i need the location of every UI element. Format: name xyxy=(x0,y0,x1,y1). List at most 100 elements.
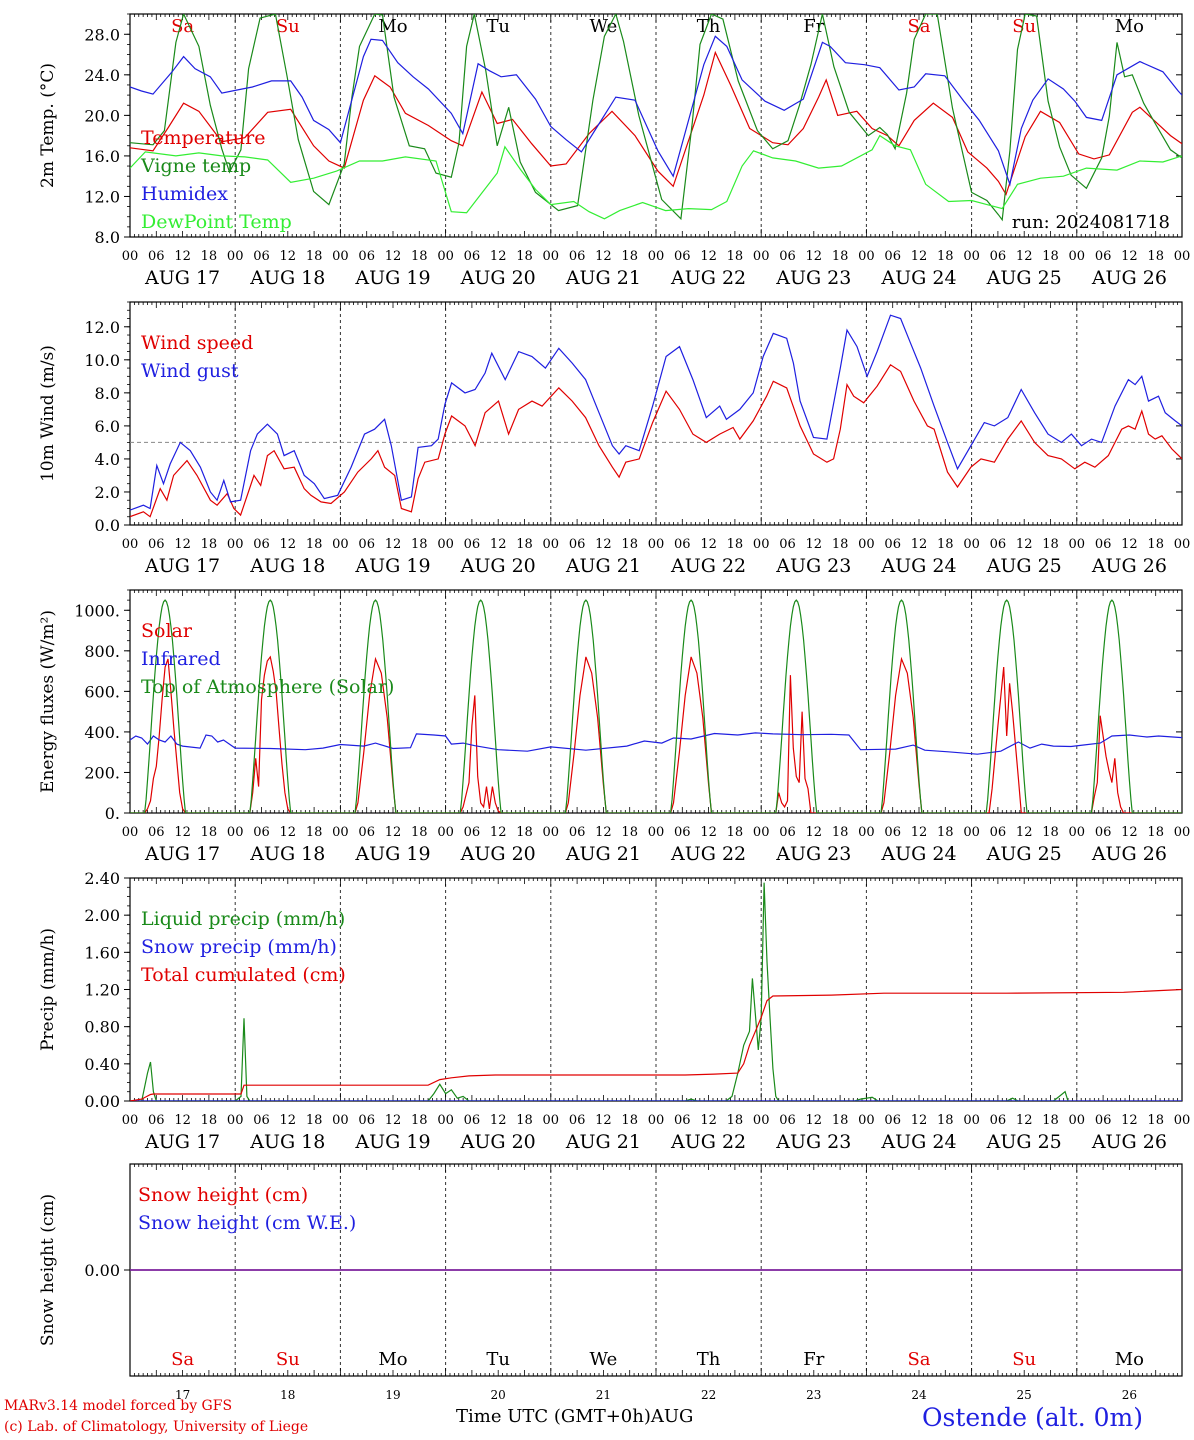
x-date-label: AUG 25 xyxy=(986,267,1062,289)
weekday-label: Sa xyxy=(907,16,930,37)
x-hour-label: 12 xyxy=(280,537,297,552)
y-tick-label: 1000. xyxy=(74,601,120,620)
weekday-label: Sa xyxy=(907,1349,930,1370)
x-hour-label: 06 xyxy=(148,1113,165,1128)
day-number-label: 21 xyxy=(596,1388,611,1402)
x-hour-label: 06 xyxy=(990,537,1007,552)
x-date-label: AUG 17 xyxy=(144,267,220,289)
x-hour-label: 06 xyxy=(990,825,1007,840)
x-hour-label: 06 xyxy=(253,537,270,552)
x-hour-label: 18 xyxy=(201,1113,218,1128)
legend-entry: Liquid precip (mm/h) xyxy=(141,908,345,930)
x-hour-label: 06 xyxy=(569,825,586,840)
y-axis-title: Precip (mm/h) xyxy=(38,928,58,1051)
x-hour-label: 12 xyxy=(280,825,297,840)
x-hour-label: 06 xyxy=(990,249,1007,264)
x-hour-label: 00 xyxy=(1174,825,1191,840)
y-tick-label: 0.80 xyxy=(84,1018,120,1037)
y-tick-label: 1.20 xyxy=(84,981,120,1000)
legend-entry: DewPoint Temp xyxy=(141,211,292,233)
x-hour-label: 00 xyxy=(858,1113,875,1128)
x-hour-label: 12 xyxy=(385,825,402,840)
panel-2: 0.0 2.0 4.0 6.0 8.0 10.0 12.0 10m Wind (m/s) 00 0… xyxy=(38,301,1190,577)
x-hour-label: 06 xyxy=(464,249,481,264)
x-hour-label: 18 xyxy=(411,825,428,840)
x-hour-label: 12 xyxy=(1016,1113,1033,1128)
x-hour-label: 06 xyxy=(148,249,165,264)
x-hour-label: 00 xyxy=(963,249,980,264)
x-hour-label: 18 xyxy=(1147,1113,1164,1128)
run-annotation: run: 2024081718 xyxy=(1012,212,1170,233)
x-hour-label: 06 xyxy=(674,1113,691,1128)
x-hour-label: 12 xyxy=(700,249,717,264)
x-date-label: AUG 23 xyxy=(775,1131,851,1153)
x-hour-label: 12 xyxy=(174,537,191,552)
y-tick-label: 8.0 xyxy=(95,384,120,403)
weekday-label: Sa xyxy=(171,1349,194,1370)
x-hour-label: 18 xyxy=(201,825,218,840)
x-hour-label: 12 xyxy=(595,1113,612,1128)
x-hour-label: 12 xyxy=(806,1113,823,1128)
station-name: Ostende (alt. 0m) xyxy=(922,1403,1143,1432)
y-tick-label: 16.0 xyxy=(84,147,120,166)
x-hour-label: 18 xyxy=(411,537,428,552)
x-hour-label: 00 xyxy=(963,825,980,840)
x-hour-label: 00 xyxy=(858,537,875,552)
x-hour-label: 18 xyxy=(1147,537,1164,552)
x-hour-label: 12 xyxy=(490,537,507,552)
x-date-label: AUG 26 xyxy=(1091,1131,1167,1153)
weekday-label: Tu xyxy=(486,1349,510,1370)
x-date-label: AUG 21 xyxy=(565,267,641,289)
x-date-label: AUG 26 xyxy=(1091,555,1167,577)
x-hour-label: 06 xyxy=(884,249,901,264)
y-axis-title: Snow height (cm) xyxy=(38,1194,58,1346)
day-number-label: 22 xyxy=(701,1388,716,1402)
x-hour-label: 18 xyxy=(516,825,533,840)
x-date-label: AUG 20 xyxy=(460,843,536,865)
day-number-label: 25 xyxy=(1017,1388,1032,1402)
x-hour-label: 18 xyxy=(727,537,744,552)
x-date-label: AUG 20 xyxy=(460,1131,536,1153)
x-date-label: AUG 22 xyxy=(670,843,746,865)
x-hour-label: 12 xyxy=(385,1113,402,1128)
series-line xyxy=(130,732,1182,755)
legend-entry: Vigne temp xyxy=(140,155,251,177)
x-date-label: AUG 17 xyxy=(144,555,220,577)
y-tick-label: 200. xyxy=(84,763,120,782)
legend-entry: Temperature xyxy=(141,127,265,149)
weekday-label: We xyxy=(590,1349,618,1370)
x-hour-label: 12 xyxy=(1016,249,1033,264)
x-hour-label: 18 xyxy=(306,825,323,840)
legend-entry: Humidex xyxy=(141,183,228,205)
legend-entry: Snow height (cm) xyxy=(138,1184,308,1206)
x-hour-label: 12 xyxy=(911,1113,928,1128)
x-hour-label: 06 xyxy=(674,537,691,552)
x-hour-label: 12 xyxy=(595,537,612,552)
series-line xyxy=(130,134,1182,220)
x-hour-label: 12 xyxy=(490,249,507,264)
panel-1: 8.0 12.0 16.0 20.0 24.0 28.0 2m Temp. (°C) 00 06… xyxy=(38,13,1190,289)
x-hour-label: 00 xyxy=(753,249,770,264)
y-tick-label: 2.40 xyxy=(84,869,120,888)
x-hour-label: 06 xyxy=(990,1113,1007,1128)
x-hour-label: 18 xyxy=(727,249,744,264)
x-hour-label: 06 xyxy=(358,249,375,264)
x-hour-label: 18 xyxy=(1042,825,1059,840)
x-hour-label: 12 xyxy=(911,825,928,840)
x-date-label: AUG 19 xyxy=(354,555,430,577)
x-hour-label: 00 xyxy=(753,537,770,552)
x-hour-label: 00 xyxy=(437,825,454,840)
x-date-label: AUG 24 xyxy=(880,267,956,289)
y-tick-label: 28.0 xyxy=(84,25,120,44)
x-date-label: AUG 20 xyxy=(460,555,536,577)
y-tick-label: 2.0 xyxy=(95,483,120,502)
x-hour-label: 00 xyxy=(543,537,560,552)
legend-entry: Solar xyxy=(141,620,193,642)
series-line xyxy=(130,882,1069,1101)
x-hour-label: 12 xyxy=(700,1113,717,1128)
x-hour-label: 00 xyxy=(648,825,665,840)
x-hour-label: 00 xyxy=(437,537,454,552)
x-hour-label: 12 xyxy=(806,825,823,840)
x-hour-label: 12 xyxy=(1121,249,1138,264)
